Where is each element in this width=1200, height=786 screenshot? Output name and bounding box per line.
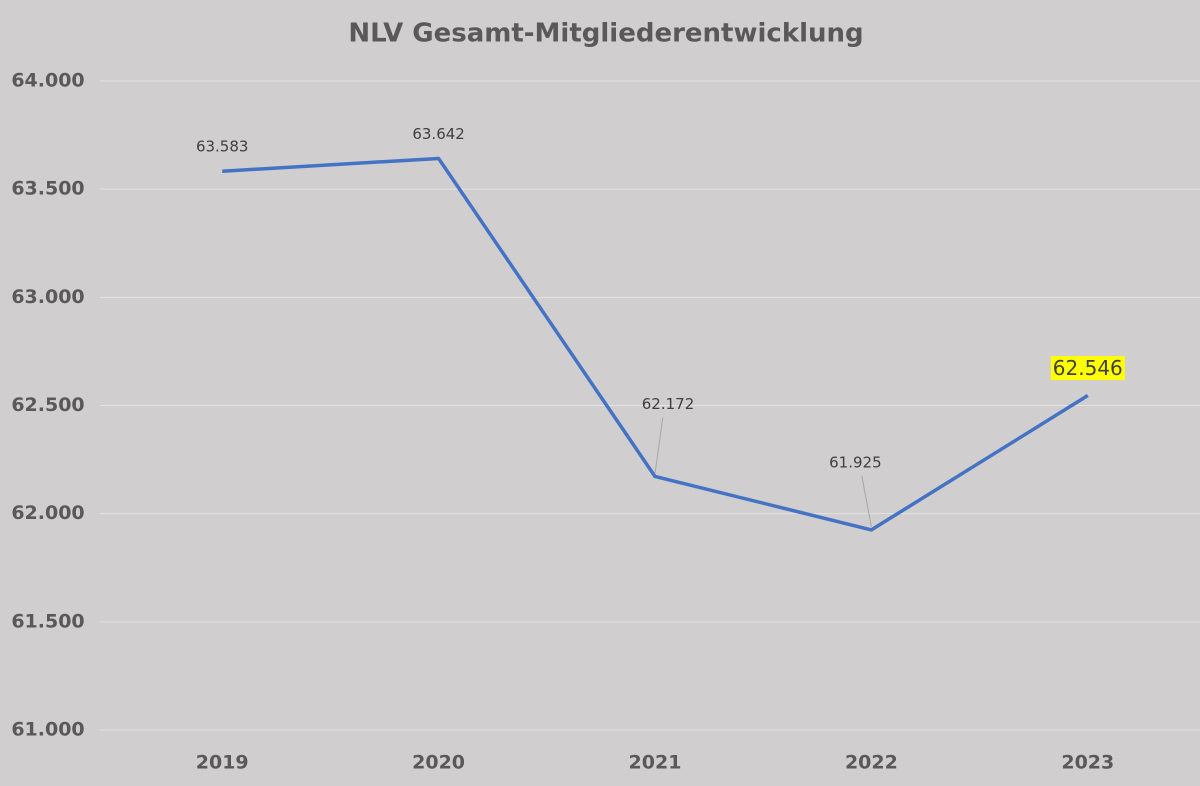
chart-title: NLV Gesamt-Mitgliederentwicklung — [348, 19, 863, 49]
y-tick-label: 62.500 — [11, 394, 84, 416]
data-label: 63.583 — [196, 138, 249, 156]
y-tick-label: 63.000 — [11, 286, 84, 308]
data-label: 61.925 — [829, 453, 882, 471]
x-tick-label: 2022 — [845, 752, 898, 774]
x-tick-label: 2020 — [412, 752, 465, 774]
leader-line — [861, 475, 872, 527]
y-tick-label: 62.000 — [11, 502, 84, 524]
x-tick-label: 2023 — [1061, 752, 1114, 774]
y-tick-label: 63.500 — [11, 178, 84, 200]
y-tick-label: 61.000 — [11, 719, 84, 741]
label-highlight — [1050, 356, 1125, 381]
y-tick-label: 64.000 — [11, 70, 84, 92]
data-label: 63.642 — [412, 125, 465, 143]
x-tick-label: 2019 — [196, 752, 249, 774]
y-tick-label: 61.500 — [11, 610, 84, 632]
data-label: 62.546 — [1053, 356, 1123, 380]
data-line — [222, 156, 1089, 532]
x-tick-label: 2021 — [629, 752, 682, 774]
data-label: 62.172 — [642, 395, 695, 413]
leader-line — [654, 417, 664, 474]
